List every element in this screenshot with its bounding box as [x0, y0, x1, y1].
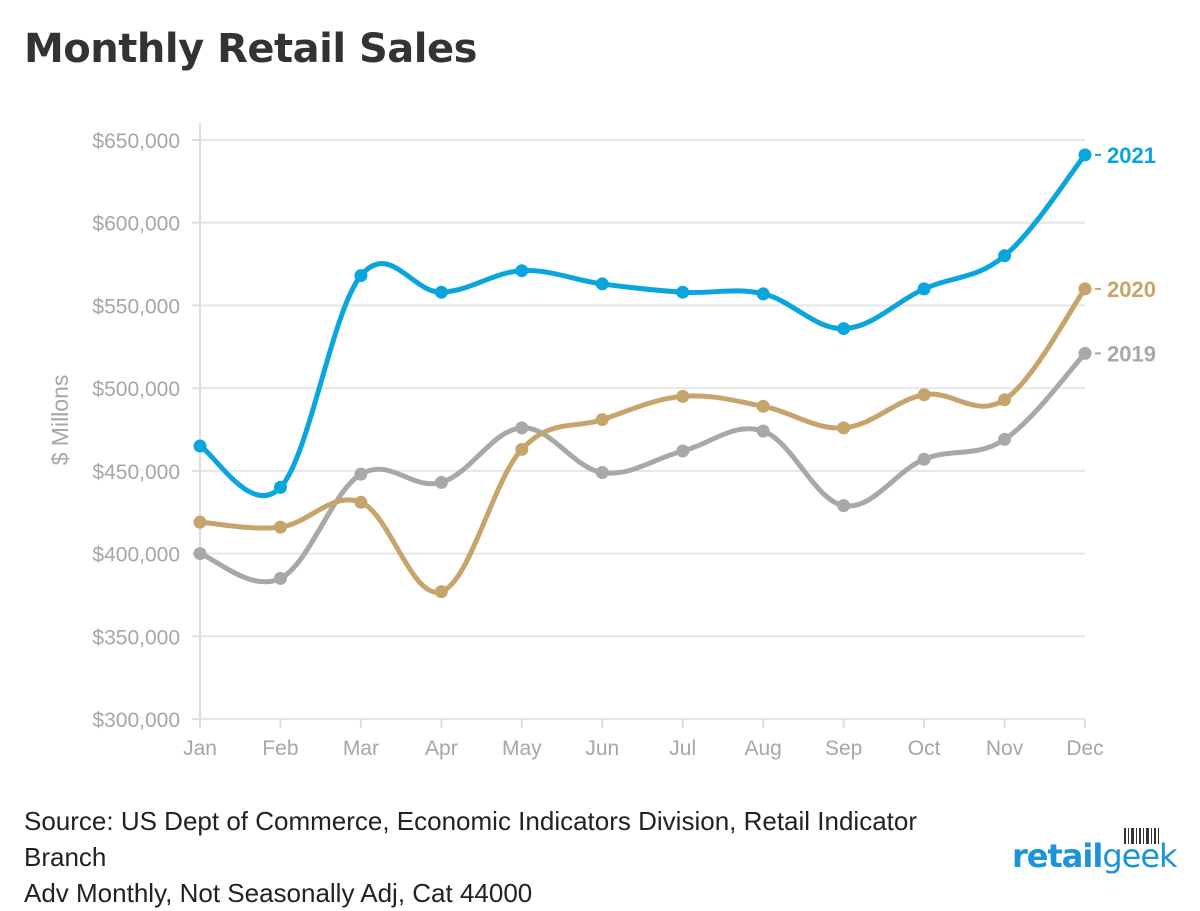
series-end-label: 2019	[1107, 341, 1156, 366]
x-tick-label: Dec	[1066, 737, 1103, 760]
barcode-icon	[1124, 828, 1159, 844]
data-point	[756, 424, 770, 438]
data-point	[515, 264, 529, 278]
grid-lines	[199, 123, 1085, 720]
x-tick-label: Jan	[183, 737, 217, 760]
y-axis-label: $ Millons	[47, 375, 73, 466]
x-tick-label: Apr	[425, 737, 458, 760]
x-tick-label: Feb	[262, 737, 298, 760]
chart-title: Monthly Retail Sales	[24, 26, 477, 72]
series-end-label: 2020	[1107, 277, 1156, 302]
data-point	[837, 499, 851, 513]
y-tick-label: $500,000	[92, 378, 180, 401]
data-point	[676, 389, 690, 403]
y-tick-label: $350,000	[92, 626, 180, 649]
y-tick-label: $550,000	[92, 295, 180, 318]
y-tick-label: $600,000	[92, 213, 180, 236]
series-group: 2019 2020 2021	[193, 143, 1156, 599]
data-point	[998, 432, 1012, 446]
x-axis-ticks: Jan Feb Mar Apr May Jun Jul Aug Sep Oct Nov Dec	[183, 719, 1104, 760]
data-point	[193, 547, 207, 561]
data-point	[193, 439, 207, 453]
y-tick-label: $300,000	[92, 709, 180, 732]
series-end-label: 2021	[1107, 143, 1156, 168]
data-point	[917, 388, 931, 402]
data-point	[273, 571, 287, 585]
x-tick-label: Mar	[343, 737, 379, 760]
data-point	[354, 269, 368, 283]
retailgeek-logo: retailgeek	[1012, 828, 1182, 882]
data-point	[595, 466, 609, 480]
data-point	[273, 520, 287, 534]
data-point	[998, 393, 1012, 407]
data-point	[434, 585, 448, 599]
source-line-1: Source: US Dept of Commerce, Economic In…	[24, 806, 918, 836]
series-2020: 2020	[193, 277, 1156, 599]
data-point	[354, 495, 368, 509]
source-line-2: Branch	[24, 842, 107, 872]
data-point	[917, 452, 931, 466]
series-2021: 2021	[193, 143, 1156, 498]
data-point	[595, 413, 609, 427]
source-line-3: Adv Monthly, Not Seasonally Adj, Cat 440…	[24, 878, 533, 908]
data-point	[676, 285, 690, 299]
data-point	[1078, 346, 1092, 360]
data-point	[434, 475, 448, 489]
x-tick-label: Nov	[986, 737, 1024, 760]
y-tick-label: $450,000	[92, 461, 180, 484]
x-tick-label: May	[502, 737, 542, 760]
x-tick-label: Jun	[585, 737, 619, 760]
data-point	[1078, 148, 1092, 162]
y-tick-label: $400,000	[92, 544, 180, 567]
series-2019: 2019	[193, 341, 1156, 585]
x-tick-label: Sep	[825, 737, 862, 760]
data-point	[676, 444, 690, 458]
data-point	[1078, 282, 1092, 296]
data-point	[515, 421, 529, 435]
x-tick-label: Aug	[744, 737, 781, 760]
y-tick-label: $650,000	[92, 130, 180, 153]
data-point	[756, 287, 770, 301]
data-point	[273, 480, 287, 494]
data-point	[837, 421, 851, 435]
data-point	[434, 285, 448, 299]
data-point	[354, 467, 368, 481]
logo-part-retail: retail	[1012, 837, 1103, 875]
x-tick-label: Jul	[669, 737, 696, 760]
data-point	[837, 322, 851, 336]
data-point	[193, 515, 207, 529]
x-tick-label: Oct	[908, 737, 941, 760]
data-point	[917, 282, 931, 296]
data-point	[515, 442, 529, 456]
data-point	[756, 399, 770, 413]
source-note: Source: US Dept of Commerce, Economic In…	[24, 803, 1004, 911]
y-axis-ticks: $300,000 $350,000 $400,000 $450,000 $500,000…	[92, 130, 200, 732]
data-point	[998, 249, 1012, 263]
data-point	[595, 277, 609, 291]
series-line	[197, 152, 1088, 498]
line-chart: $300,000 $350,000 $400,000 $450,000 $500,000…	[47, 123, 1156, 760]
